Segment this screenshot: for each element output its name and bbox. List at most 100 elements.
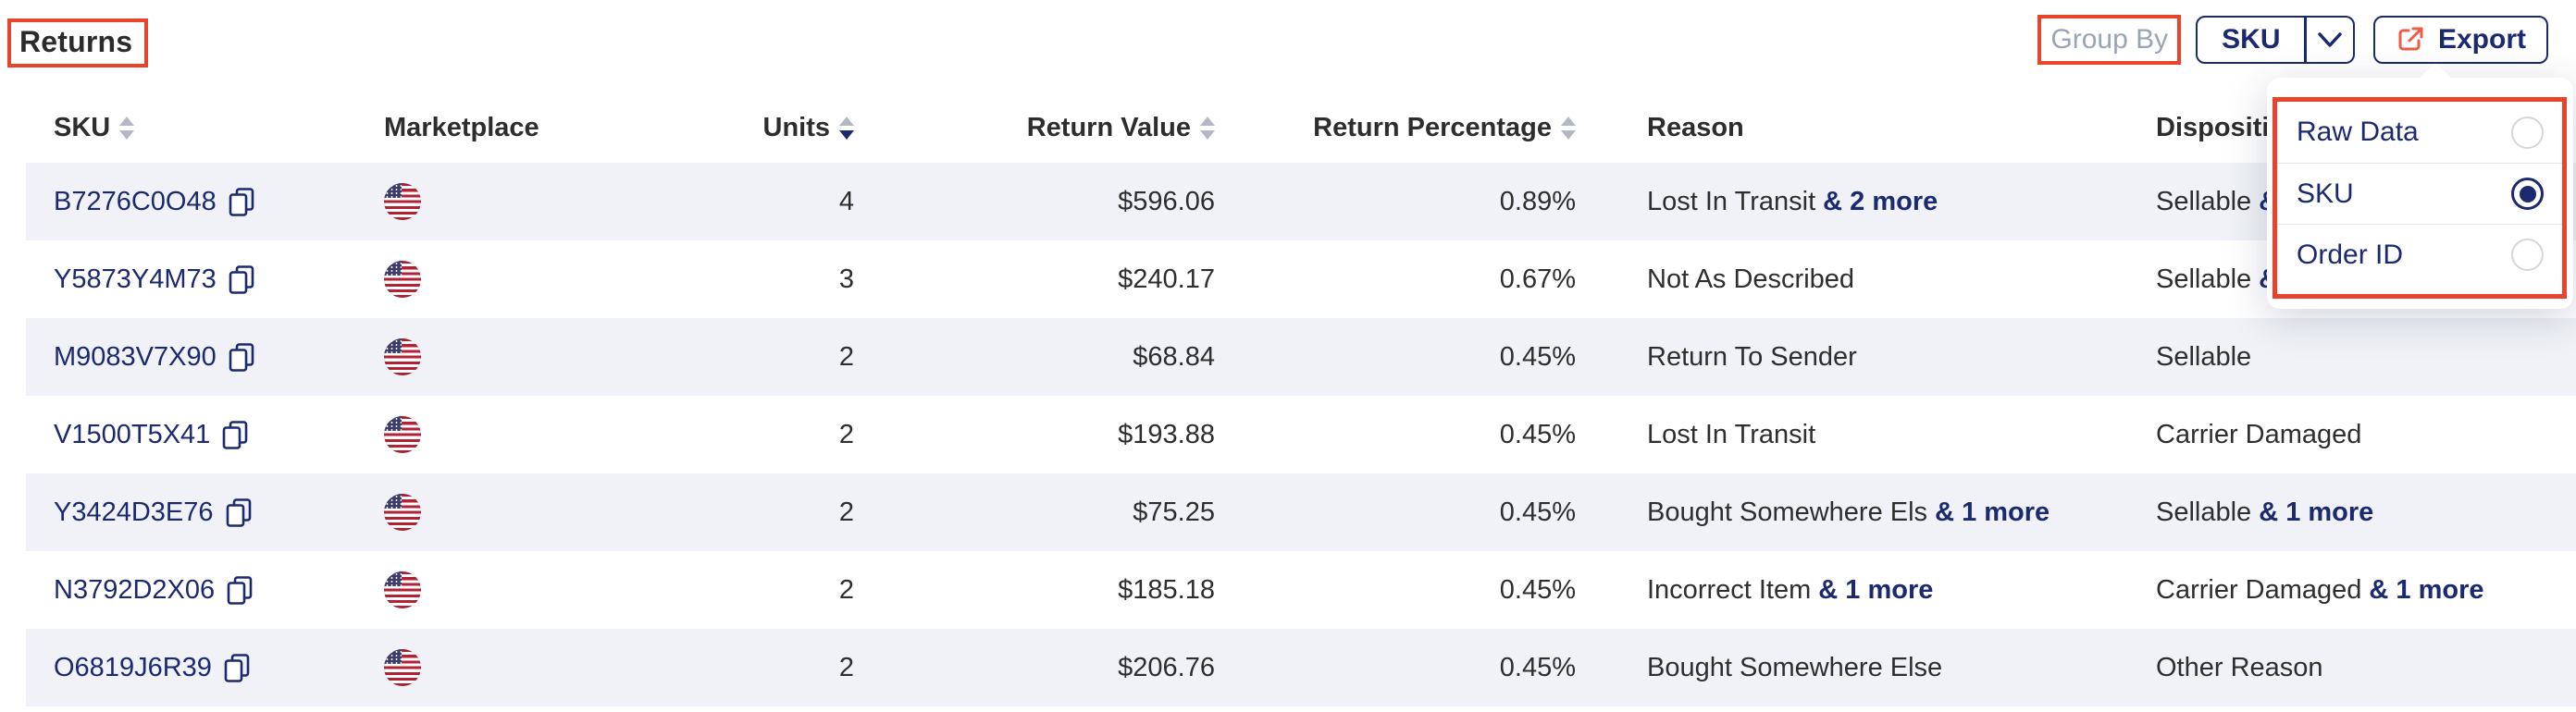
units-value: 2 (838, 497, 854, 527)
table-header-row: SKU Marketplace Units Return Value Retur… (26, 92, 2576, 163)
group-by-select[interactable]: SKU (2196, 16, 2355, 64)
chevron-down-icon[interactable] (2307, 18, 2353, 62)
return-value: $596.06 (1118, 186, 1215, 216)
sku-link[interactable]: O6819J6R39 (54, 652, 212, 682)
return-percentage: 0.67% (1499, 264, 1576, 294)
return-percentage: 0.45% (1499, 419, 1576, 449)
export-icon (2396, 25, 2425, 55)
radio-unchecked-icon[interactable] (2511, 239, 2544, 271)
returns-table: SKU Marketplace Units Return Value Retur… (0, 92, 2576, 706)
copy-icon[interactable] (226, 575, 254, 606)
groupby-option-0[interactable]: Raw Data (2277, 102, 2562, 163)
reason-cell: Bought Somewhere Els & 1 more (1647, 497, 2050, 527)
sku-link[interactable]: Y5873Y4M73 (54, 264, 217, 294)
copy-icon[interactable] (223, 653, 251, 683)
us-flag-icon (384, 416, 421, 453)
table-row: V1500T5X41 2 $193.88 0.45% Lost In Trans… (26, 396, 2576, 473)
export-label: Export (2437, 24, 2526, 55)
title-annotation-box: Returns (7, 18, 149, 68)
table-row: M9083V7X90 2 $68.84 0.45% Return To Send… (26, 318, 2576, 396)
radio-checked-icon[interactable] (2511, 178, 2544, 210)
return-value: $193.88 (1118, 419, 1215, 449)
us-flag-icon (384, 338, 421, 375)
sort-icon[interactable] (119, 116, 135, 140)
copy-icon[interactable] (225, 497, 253, 528)
column-header-marketplace: Marketplace (384, 112, 539, 142)
return-value: $75.25 (1133, 497, 1215, 527)
toolbar: Group By SKU Export (2037, 15, 2548, 65)
sort-icon[interactable] (1561, 116, 1576, 140)
page-title: Returns (19, 25, 133, 58)
table-row: Y3424D3E76 2 $75.25 0.45% Bought Somewhe… (26, 473, 2576, 551)
return-percentage: 0.45% (1499, 497, 1576, 527)
copy-icon[interactable] (228, 264, 255, 295)
top-bar: Returns Group By SKU (0, 0, 2576, 92)
table-row: Y5873Y4M73 3 $240.17 0.67% Not As Descri… (26, 240, 2576, 318)
reason-cell: Not As Described (1647, 264, 1855, 294)
return-value: $68.84 (1133, 341, 1215, 372)
table-row: N3792D2X06 2 $185.18 0.45% Incorrect Ite… (26, 551, 2576, 629)
group-by-selected-value[interactable]: SKU (2222, 24, 2281, 55)
sku-link[interactable]: Y3424D3E76 (54, 497, 214, 527)
column-header-reason: Reason (1647, 112, 1744, 142)
return-percentage: 0.45% (1499, 341, 1576, 372)
reason-cell: Bought Somewhere Else (1647, 652, 1943, 682)
table-row: B7276C0O48 4 $596.06 0.89% Lost In Trans… (26, 163, 2576, 240)
table-body: B7276C0O48 4 $596.06 0.89% Lost In Trans… (26, 163, 2576, 706)
sort-icon-active-desc[interactable] (839, 116, 854, 140)
us-flag-icon (384, 183, 421, 220)
column-header-return-percentage[interactable]: Return Percentage (1215, 113, 1576, 143)
groupby-option-2[interactable]: Order ID (2277, 224, 2562, 285)
return-value: $185.18 (1118, 574, 1215, 605)
column-header-sku[interactable]: SKU (26, 113, 350, 143)
disposition-cell: Carrier Damaged & 1 more (2156, 574, 2484, 605)
return-percentage: 0.45% (1499, 652, 1576, 682)
disposition-cell: Sellable & 1 more (2156, 497, 2374, 527)
groupby-option-1[interactable]: SKU (2277, 163, 2562, 224)
more-reasons-link[interactable]: & 2 more (1823, 186, 1938, 216)
group-by-annotation-box: Group By (2037, 15, 2182, 65)
copy-icon[interactable] (221, 420, 249, 450)
units-value: 2 (838, 574, 854, 605)
units-value: 2 (838, 341, 854, 372)
us-flag-icon (384, 261, 421, 298)
sort-icon[interactable] (1200, 116, 1215, 140)
reason-cell: Incorrect Item & 1 more (1647, 574, 1934, 605)
units-value: 2 (838, 419, 854, 449)
us-flag-icon (384, 571, 421, 608)
sku-link[interactable]: M9083V7X90 (54, 341, 217, 372)
column-header-units[interactable]: Units (701, 113, 854, 143)
sku-link[interactable]: B7276C0O48 (54, 186, 217, 216)
reason-cell: Lost In Transit & 2 more (1647, 186, 1938, 216)
disposition-cell: Other Reason (2156, 652, 2323, 682)
us-flag-icon (384, 649, 421, 686)
column-header-return-value[interactable]: Return Value (854, 113, 1215, 143)
export-button[interactable]: Export (2372, 16, 2548, 64)
return-value: $240.17 (1118, 264, 1215, 294)
copy-icon[interactable] (228, 342, 255, 373)
disposition-cell: Sellable (2156, 341, 2252, 372)
more-dispositions-link[interactable]: & 1 more (2259, 497, 2374, 527)
units-value: 4 (838, 186, 854, 216)
dropdown-annotation-box: Raw Data SKU Order ID (2273, 97, 2567, 299)
reason-cell: Return To Sender (1647, 341, 1857, 372)
reason-cell: Lost In Transit (1647, 419, 1816, 449)
button-divider (2304, 18, 2307, 62)
sku-link[interactable]: V1500T5X41 (54, 419, 211, 449)
return-percentage: 0.45% (1499, 574, 1576, 605)
more-reasons-link[interactable]: & 1 more (1935, 497, 2050, 527)
return-value: $206.76 (1118, 652, 1215, 682)
more-dispositions-link[interactable]: & 1 more (2369, 574, 2484, 605)
units-value: 3 (838, 264, 854, 294)
copy-icon[interactable] (228, 187, 255, 217)
group-by-label: Group By (2050, 24, 2169, 55)
table-row: O6819J6R39 2 $206.76 0.45% Bought Somewh… (26, 629, 2576, 706)
more-reasons-link[interactable]: & 1 more (1818, 574, 1934, 605)
sku-link[interactable]: N3792D2X06 (54, 574, 216, 605)
us-flag-icon (384, 494, 421, 531)
disposition-cell: Carrier Damaged (2156, 419, 2362, 449)
radio-unchecked-icon[interactable] (2511, 116, 2544, 149)
units-value: 2 (838, 652, 854, 682)
return-percentage: 0.89% (1499, 186, 1576, 216)
